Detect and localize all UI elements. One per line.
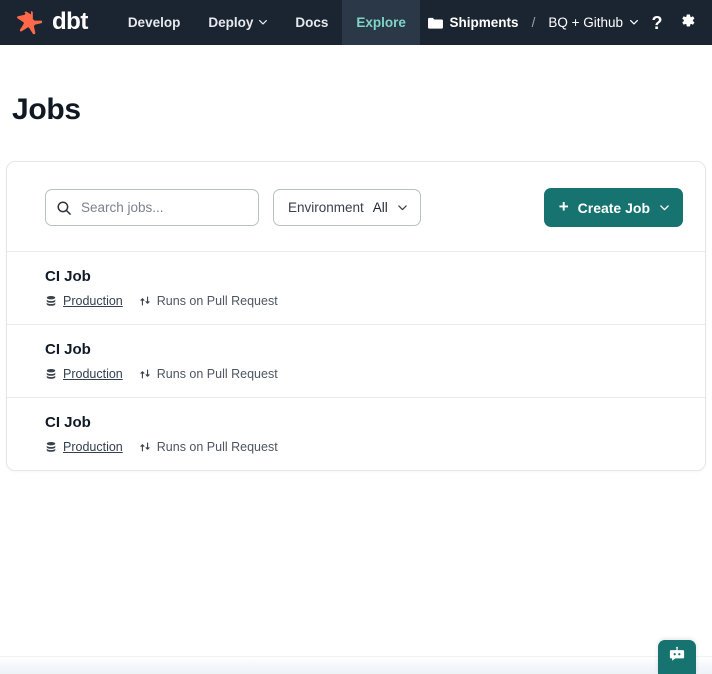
environment-filter-label: Environment <box>288 200 364 215</box>
nav-item-docs-label: Docs <box>295 15 329 30</box>
job-trigger: Runs on Pull Request <box>139 440 278 454</box>
nav-item-develop-label: Develop <box>127 15 181 30</box>
nav-item-explore[interactable]: Explore <box>342 0 420 45</box>
chevron-down-icon <box>659 202 669 211</box>
top-navigation-bar: dbt Develop Deploy Docs Explore Shipment… <box>0 0 712 45</box>
chevron-down-icon <box>397 202 407 211</box>
settings-button[interactable] <box>672 8 702 38</box>
chat-bot-button[interactable] <box>658 640 696 674</box>
nav-right-section: Shipments / BQ + Github ? <box>423 0 712 45</box>
environment-filter-dropdown[interactable]: Environment All <box>273 189 421 226</box>
search-icon <box>56 200 72 216</box>
dbt-x-logo-icon <box>16 8 46 38</box>
project-name: BQ + Github <box>548 15 623 30</box>
jobs-card: Environment All + Create Job CI Job <box>6 161 706 471</box>
job-trigger: Runs on Pull Request <box>139 294 278 308</box>
job-name: CI Job <box>45 414 91 431</box>
job-environment-link[interactable]: Production <box>63 294 123 308</box>
account-name[interactable]: Shipments <box>449 15 519 30</box>
folder-icon <box>427 16 443 30</box>
question-mark-icon: ? <box>651 12 663 33</box>
page-content: Jobs Environment All + <box>0 45 712 471</box>
table-row[interactable]: CI Job Production <box>7 324 705 397</box>
job-environment[interactable]: Production <box>45 294 123 308</box>
job-meta: Production Runs on Pull Request <box>45 440 667 454</box>
job-name: CI Job <box>45 341 91 358</box>
breadcrumb-separator: / <box>531 15 536 30</box>
table-row[interactable]: CI Job Production <box>7 251 705 324</box>
nav-item-deploy[interactable]: Deploy <box>194 0 281 45</box>
job-meta: Production Runs on Pull Request <box>45 367 667 381</box>
job-name: CI Job <box>45 268 91 285</box>
search-jobs-field[interactable] <box>45 189 259 226</box>
nav-item-deploy-label: Deploy <box>208 15 254 30</box>
job-environment-link[interactable]: Production <box>63 367 123 381</box>
help-button[interactable]: ? <box>642 8 672 38</box>
pull-request-icon <box>139 368 151 380</box>
pull-request-icon <box>139 295 151 307</box>
chevron-down-icon <box>258 17 268 26</box>
job-meta: Production Runs on Pull Request <box>45 294 667 308</box>
job-environment[interactable]: Production <box>45 440 123 454</box>
job-trigger: Runs on Pull Request <box>139 367 278 381</box>
chevron-down-icon <box>629 17 638 26</box>
job-trigger-label: Runs on Pull Request <box>156 367 278 381</box>
plus-icon: + <box>558 197 569 216</box>
chat-bot-icon <box>668 646 686 669</box>
jobs-list: CI Job Production <box>7 251 705 470</box>
environment-filter-value: All <box>372 200 388 215</box>
create-job-button[interactable]: + Create Job <box>543 188 683 227</box>
page-title: Jobs <box>12 93 81 126</box>
account-project-breadcrumb: Shipments / BQ + Github <box>423 15 642 30</box>
jobs-toolbar: Environment All + Create Job <box>7 162 705 251</box>
nav-item-explore-label: Explore <box>356 15 406 30</box>
job-environment-link[interactable]: Production <box>63 440 123 454</box>
create-job-label: Create Job <box>577 199 650 216</box>
project-selector[interactable]: BQ + Github <box>548 15 638 30</box>
nav-item-develop[interactable]: Develop <box>114 0 195 45</box>
search-input[interactable] <box>81 200 248 215</box>
job-trigger-label: Runs on Pull Request <box>156 440 278 454</box>
gear-icon <box>679 12 696 34</box>
main-nav-items: Develop Deploy Docs Explore <box>114 0 420 45</box>
dbt-logo-home-link[interactable]: dbt <box>0 0 102 45</box>
nav-item-docs[interactable]: Docs <box>281 0 342 45</box>
brand-wordmark: dbt <box>52 7 88 35</box>
database-icon <box>45 295 57 307</box>
database-icon <box>45 368 57 380</box>
job-trigger-label: Runs on Pull Request <box>156 294 278 308</box>
footer-band <box>0 656 712 674</box>
table-row[interactable]: CI Job Production <box>7 397 705 470</box>
job-environment[interactable]: Production <box>45 367 123 381</box>
pull-request-icon <box>139 441 151 453</box>
database-icon <box>45 441 57 453</box>
